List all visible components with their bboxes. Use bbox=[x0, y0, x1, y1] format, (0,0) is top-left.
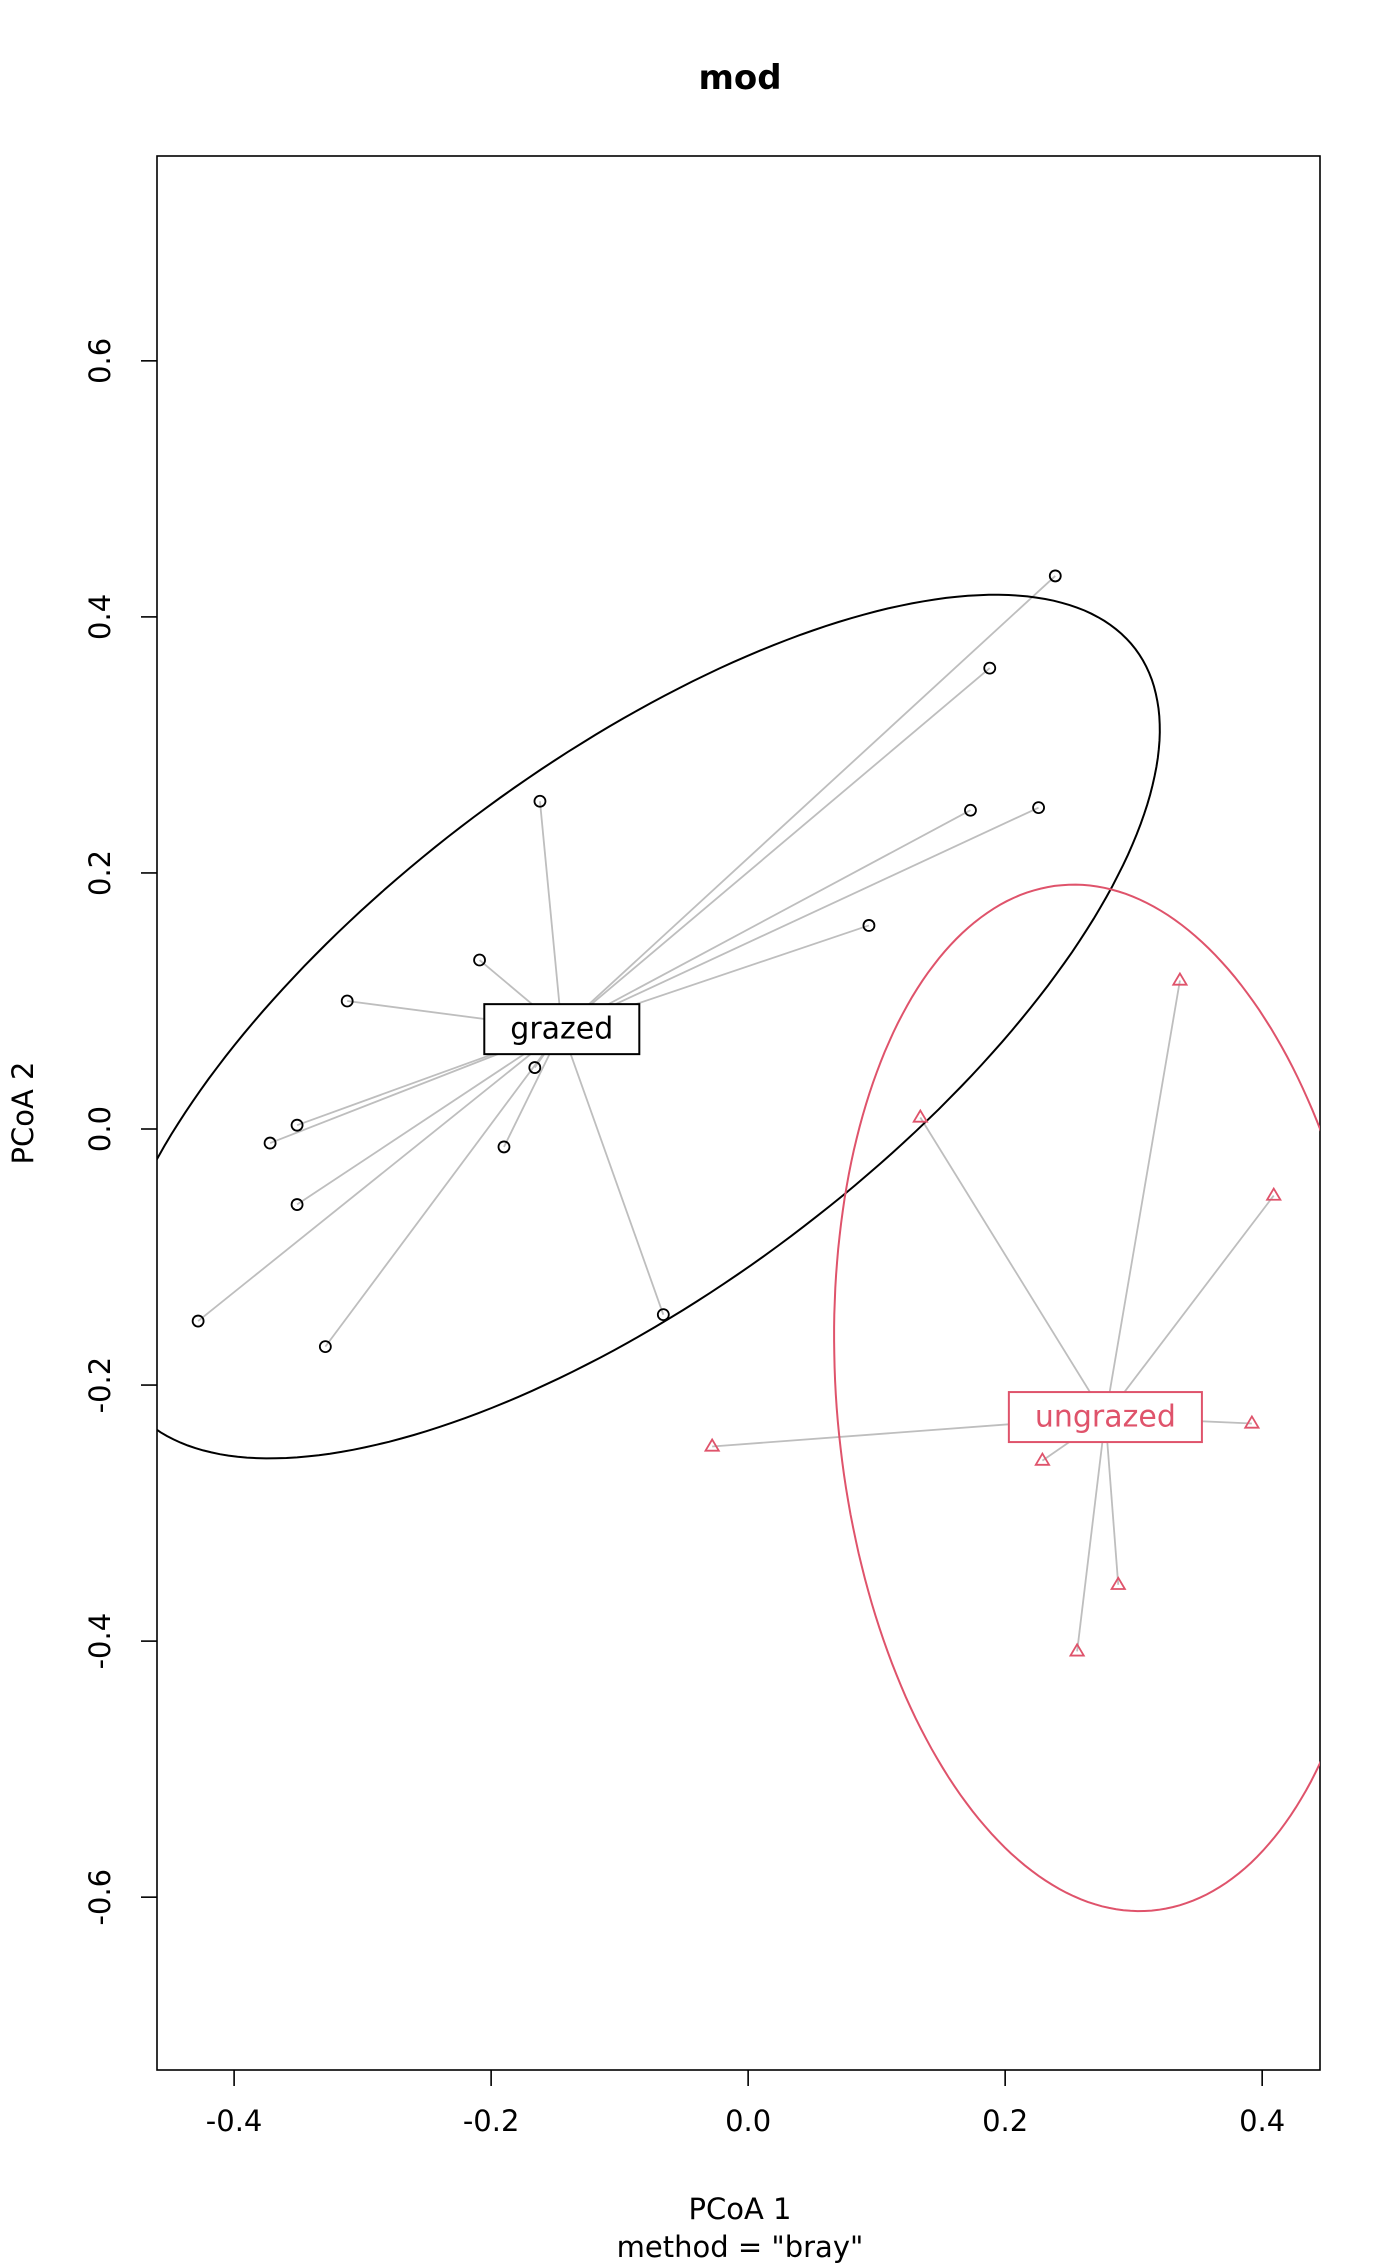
spider-segments bbox=[197, 575, 1275, 1652]
grazed-ellipse bbox=[157, 593, 1161, 1460]
plot-area: grazed ungrazed bbox=[157, 569, 1320, 1913]
group-labels: grazed ungrazed bbox=[483, 1003, 1203, 1444]
ellipses bbox=[157, 593, 1320, 1913]
grazed-point bbox=[964, 803, 977, 817]
grazed-point bbox=[656, 1308, 670, 1322]
grazed-point bbox=[528, 1061, 542, 1074]
x-tick-label: 0.4 bbox=[1239, 2104, 1285, 2138]
ungrazed-label-box bbox=[1007, 1391, 1203, 1444]
grazed-point bbox=[290, 1118, 304, 1132]
grazed-point bbox=[191, 1314, 205, 1328]
grazed-point bbox=[473, 953, 486, 967]
x-tick-label: 0.2 bbox=[982, 2104, 1028, 2138]
grazed-point bbox=[1048, 569, 1062, 583]
chart-title: mod bbox=[698, 58, 781, 98]
ungrazed-segment bbox=[1076, 1416, 1107, 1652]
ungrazed-point bbox=[1243, 1414, 1261, 1429]
y-tick-label: -0.2 bbox=[83, 1357, 117, 1414]
grazed-segment bbox=[560, 1028, 665, 1315]
grazed-point bbox=[340, 994, 354, 1008]
ungrazed-point bbox=[1034, 1451, 1051, 1466]
x-tick-label: 0.0 bbox=[725, 2104, 771, 2138]
grazed-point bbox=[497, 1140, 511, 1154]
grazed-segment bbox=[296, 1028, 563, 1206]
ungrazed-segment bbox=[1104, 980, 1181, 1418]
y-tick-label: 0.4 bbox=[83, 594, 117, 640]
x-tick-label: -0.2 bbox=[463, 2104, 520, 2138]
ungrazed-point bbox=[912, 1108, 929, 1123]
grazed-segment bbox=[561, 809, 971, 1030]
x-tick-label: -0.4 bbox=[206, 2104, 263, 2138]
ungrazed-point bbox=[1068, 1642, 1086, 1657]
grazed-point bbox=[862, 919, 876, 932]
y-axis: -0.6 -0.4 -0.2 0.0 0.2 0.4 0.6 bbox=[83, 338, 157, 1926]
y-tick-label: -0.6 bbox=[83, 1869, 117, 1926]
grazed-segment bbox=[539, 801, 563, 1030]
grazed-segment bbox=[324, 1028, 563, 1348]
grazed-segment bbox=[561, 575, 1056, 1030]
y-tick-label: 0.0 bbox=[83, 1106, 117, 1152]
grazed-point bbox=[983, 661, 997, 675]
x-axis-label: PCoA 1 bbox=[689, 2192, 792, 2226]
ungrazed-point bbox=[703, 1437, 721, 1452]
ungrazed-point bbox=[1171, 971, 1189, 986]
grazed-label-box bbox=[483, 1003, 641, 1056]
grazed-point bbox=[290, 1198, 304, 1211]
x-axis-sublabel: method = "bray" bbox=[617, 2230, 864, 2264]
ungrazed-ellipse bbox=[833, 883, 1320, 1913]
grazed-point bbox=[263, 1136, 277, 1150]
y-axis-label: PCoA 2 bbox=[6, 1062, 40, 1165]
grazed-point bbox=[1032, 801, 1045, 815]
ungrazed-label: ungrazed bbox=[1035, 1400, 1176, 1435]
y-tick-label: 0.6 bbox=[83, 338, 117, 384]
y-tick-label: -0.4 bbox=[83, 1613, 117, 1670]
ungrazed-segment bbox=[1104, 1416, 1120, 1585]
grazed-segment bbox=[561, 806, 1039, 1030]
ungrazed-segment bbox=[1104, 1195, 1275, 1418]
plot-frame bbox=[156, 155, 1321, 2071]
ungrazed-segment bbox=[919, 1117, 1107, 1418]
y-tick-label: 0.2 bbox=[83, 850, 117, 896]
x-axis: -0.4 -0.2 0.0 0.2 0.4 bbox=[206, 2070, 1285, 2138]
ungrazed-point bbox=[1110, 1576, 1127, 1590]
grazed-segment bbox=[561, 667, 991, 1030]
grazed-label: grazed bbox=[510, 1012, 613, 1047]
grazed-point bbox=[533, 794, 547, 808]
grazed-point bbox=[318, 1340, 332, 1354]
grazed-segment bbox=[197, 1028, 563, 1322]
ungrazed-point bbox=[1265, 1186, 1282, 1201]
points bbox=[191, 569, 1282, 1657]
